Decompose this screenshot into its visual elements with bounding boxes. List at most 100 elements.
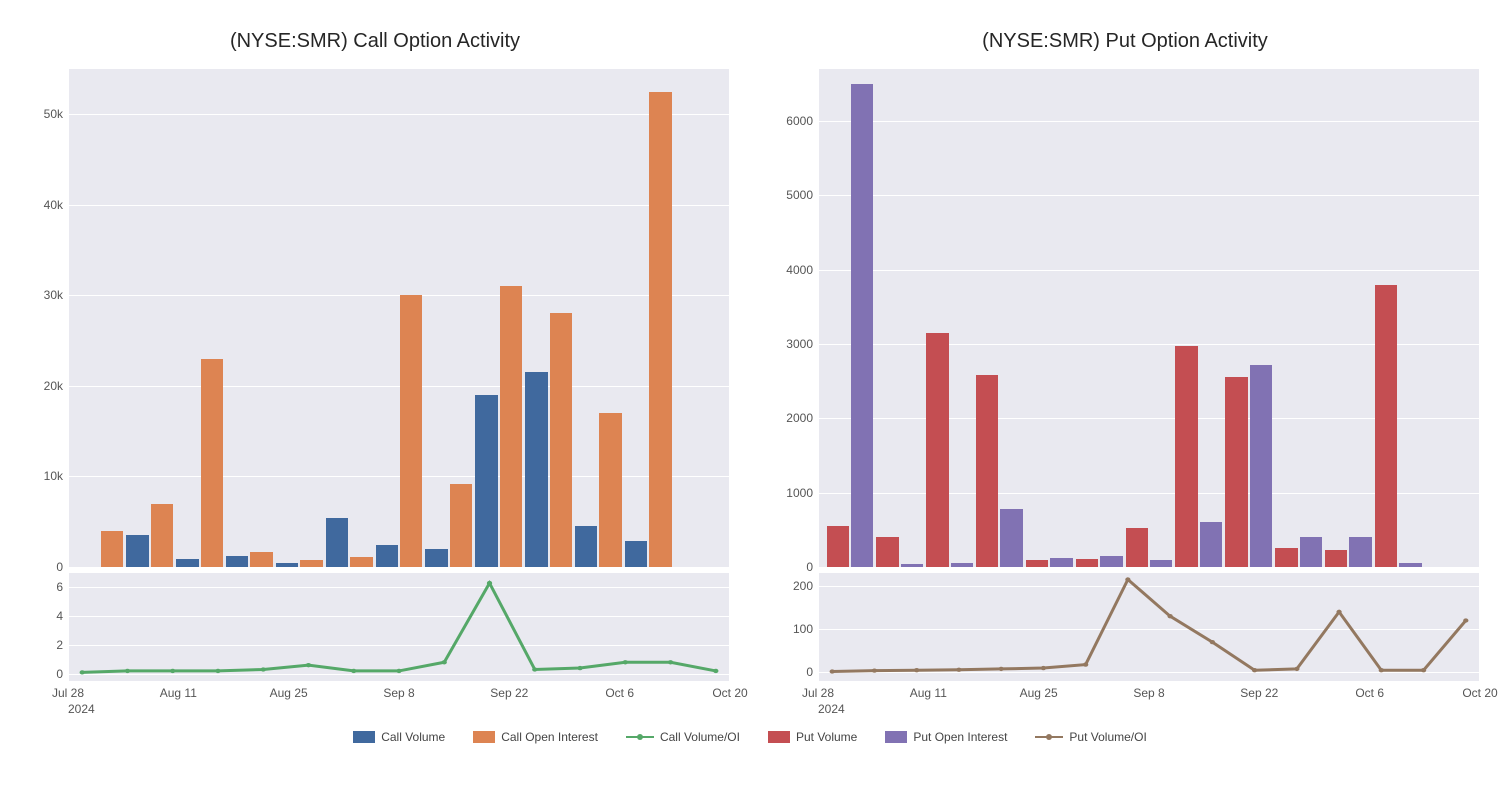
put-line-plot: 0100200 — [818, 572, 1480, 682]
legend-item: Put Volume — [768, 730, 857, 744]
put-panel-title: (NYSE:SMR) Put Option Activity — [770, 30, 1480, 53]
x-tick: Aug 25 — [1020, 686, 1058, 700]
call-bar-yaxis — [20, 68, 68, 568]
bar-group — [1323, 69, 1373, 567]
x-axis-year: 2024 — [818, 702, 845, 716]
x-tick: Aug 25 — [270, 686, 308, 700]
put-x-axis: Jul 28Aug 11Aug 25Sep 8Sep 22Oct 6Oct 20… — [818, 682, 1480, 722]
y-tick: 0 — [806, 665, 819, 679]
y-tick: 1000 — [786, 486, 819, 500]
legend-item: Call Volume — [353, 730, 445, 744]
x-tick: Oct 20 — [1462, 686, 1497, 700]
bar-group — [1124, 69, 1174, 567]
legend-swatch-bar — [885, 731, 907, 743]
x-tick: Aug 11 — [160, 686, 197, 700]
bar — [450, 484, 472, 567]
x-tick: Sep 22 — [1240, 686, 1278, 700]
bar — [425, 549, 447, 567]
y-tick: 30k — [44, 288, 69, 302]
bar — [1126, 528, 1148, 567]
legend-label: Put Volume — [796, 730, 857, 744]
x-tick: Jul 28 — [52, 686, 84, 700]
bar — [500, 286, 522, 567]
legend-label: Call Volume — [381, 730, 445, 744]
call-panel-title: (NYSE:SMR) Call Option Activity — [20, 30, 730, 53]
call-bar-plot: 010k20k30k40k50k — [68, 68, 730, 568]
bar-group — [573, 69, 623, 567]
bar — [1325, 550, 1347, 567]
y-tick: 100 — [793, 622, 819, 636]
x-tick: Oct 6 — [1355, 686, 1384, 700]
bar-group — [1174, 69, 1224, 567]
y-tick: 6000 — [786, 114, 819, 128]
bar-group — [1024, 69, 1074, 567]
legend-label: Call Open Interest — [501, 730, 598, 744]
bar-group — [925, 69, 975, 567]
bar — [1200, 522, 1222, 567]
call-line-plot: 0246 — [68, 572, 730, 682]
call-x-axis: Jul 28Aug 11Aug 25Sep 8Sep 22Oct 6Oct 20… — [68, 682, 730, 722]
bar — [1300, 537, 1322, 567]
bar — [250, 552, 272, 567]
bar-group — [1274, 69, 1324, 567]
x-axis-year: 2024 — [68, 702, 95, 716]
bar-group — [324, 69, 374, 567]
bar — [1150, 560, 1172, 567]
y-tick: 200 — [793, 579, 819, 593]
bar-group — [374, 69, 424, 567]
bar-group — [424, 69, 474, 567]
y-tick: 5000 — [786, 188, 819, 202]
bar-group — [673, 69, 723, 567]
bar — [851, 84, 873, 567]
bar — [126, 535, 148, 567]
bar-group — [225, 69, 275, 567]
y-tick: 0 — [56, 667, 69, 681]
bar-group — [975, 69, 1025, 567]
bar-group — [623, 69, 673, 567]
bar — [376, 545, 398, 567]
bar-group — [1224, 69, 1274, 567]
legend-swatch-bar — [473, 731, 495, 743]
bar — [226, 556, 248, 567]
legend-item: Call Open Interest — [473, 730, 598, 744]
bar — [575, 526, 597, 567]
legend-swatch-line — [626, 736, 654, 738]
bar — [876, 537, 898, 567]
x-tick: Oct 20 — [712, 686, 747, 700]
dashboard: (NYSE:SMR) Call Option Activity 010k20k3… — [20, 20, 1480, 722]
bar — [1050, 558, 1072, 567]
x-tick: Sep 22 — [490, 686, 528, 700]
legend-item: Put Open Interest — [885, 730, 1007, 744]
x-tick: Oct 6 — [605, 686, 634, 700]
y-tick: 4 — [56, 609, 69, 623]
bar — [550, 313, 572, 567]
bar-group — [175, 69, 225, 567]
bar — [176, 559, 198, 567]
bar — [599, 413, 621, 567]
bar — [276, 563, 298, 567]
bar — [400, 295, 422, 567]
bar-group — [1423, 69, 1473, 567]
bar — [1375, 285, 1397, 567]
bar — [201, 359, 223, 567]
y-tick: 10k — [44, 469, 69, 483]
bar — [827, 526, 849, 567]
legend-label: Put Volume/OI — [1069, 730, 1146, 744]
bar — [1275, 548, 1297, 567]
y-tick: 50k — [44, 107, 69, 121]
x-tick: Sep 8 — [383, 686, 414, 700]
bar — [1349, 537, 1371, 567]
bar — [1225, 377, 1247, 567]
bar — [951, 563, 973, 567]
bar — [1250, 365, 1272, 567]
bar — [625, 541, 647, 567]
bar — [525, 372, 547, 567]
bar — [976, 375, 998, 567]
bar — [1026, 560, 1048, 567]
bar — [300, 560, 322, 567]
put-panel: (NYSE:SMR) Put Option Activity 0 1000 2000… — [770, 20, 1480, 722]
bar-group — [274, 69, 324, 567]
bar-group — [1074, 69, 1124, 567]
call-panel: (NYSE:SMR) Call Option Activity 010k20k3… — [20, 20, 730, 722]
bar-group — [125, 69, 175, 567]
